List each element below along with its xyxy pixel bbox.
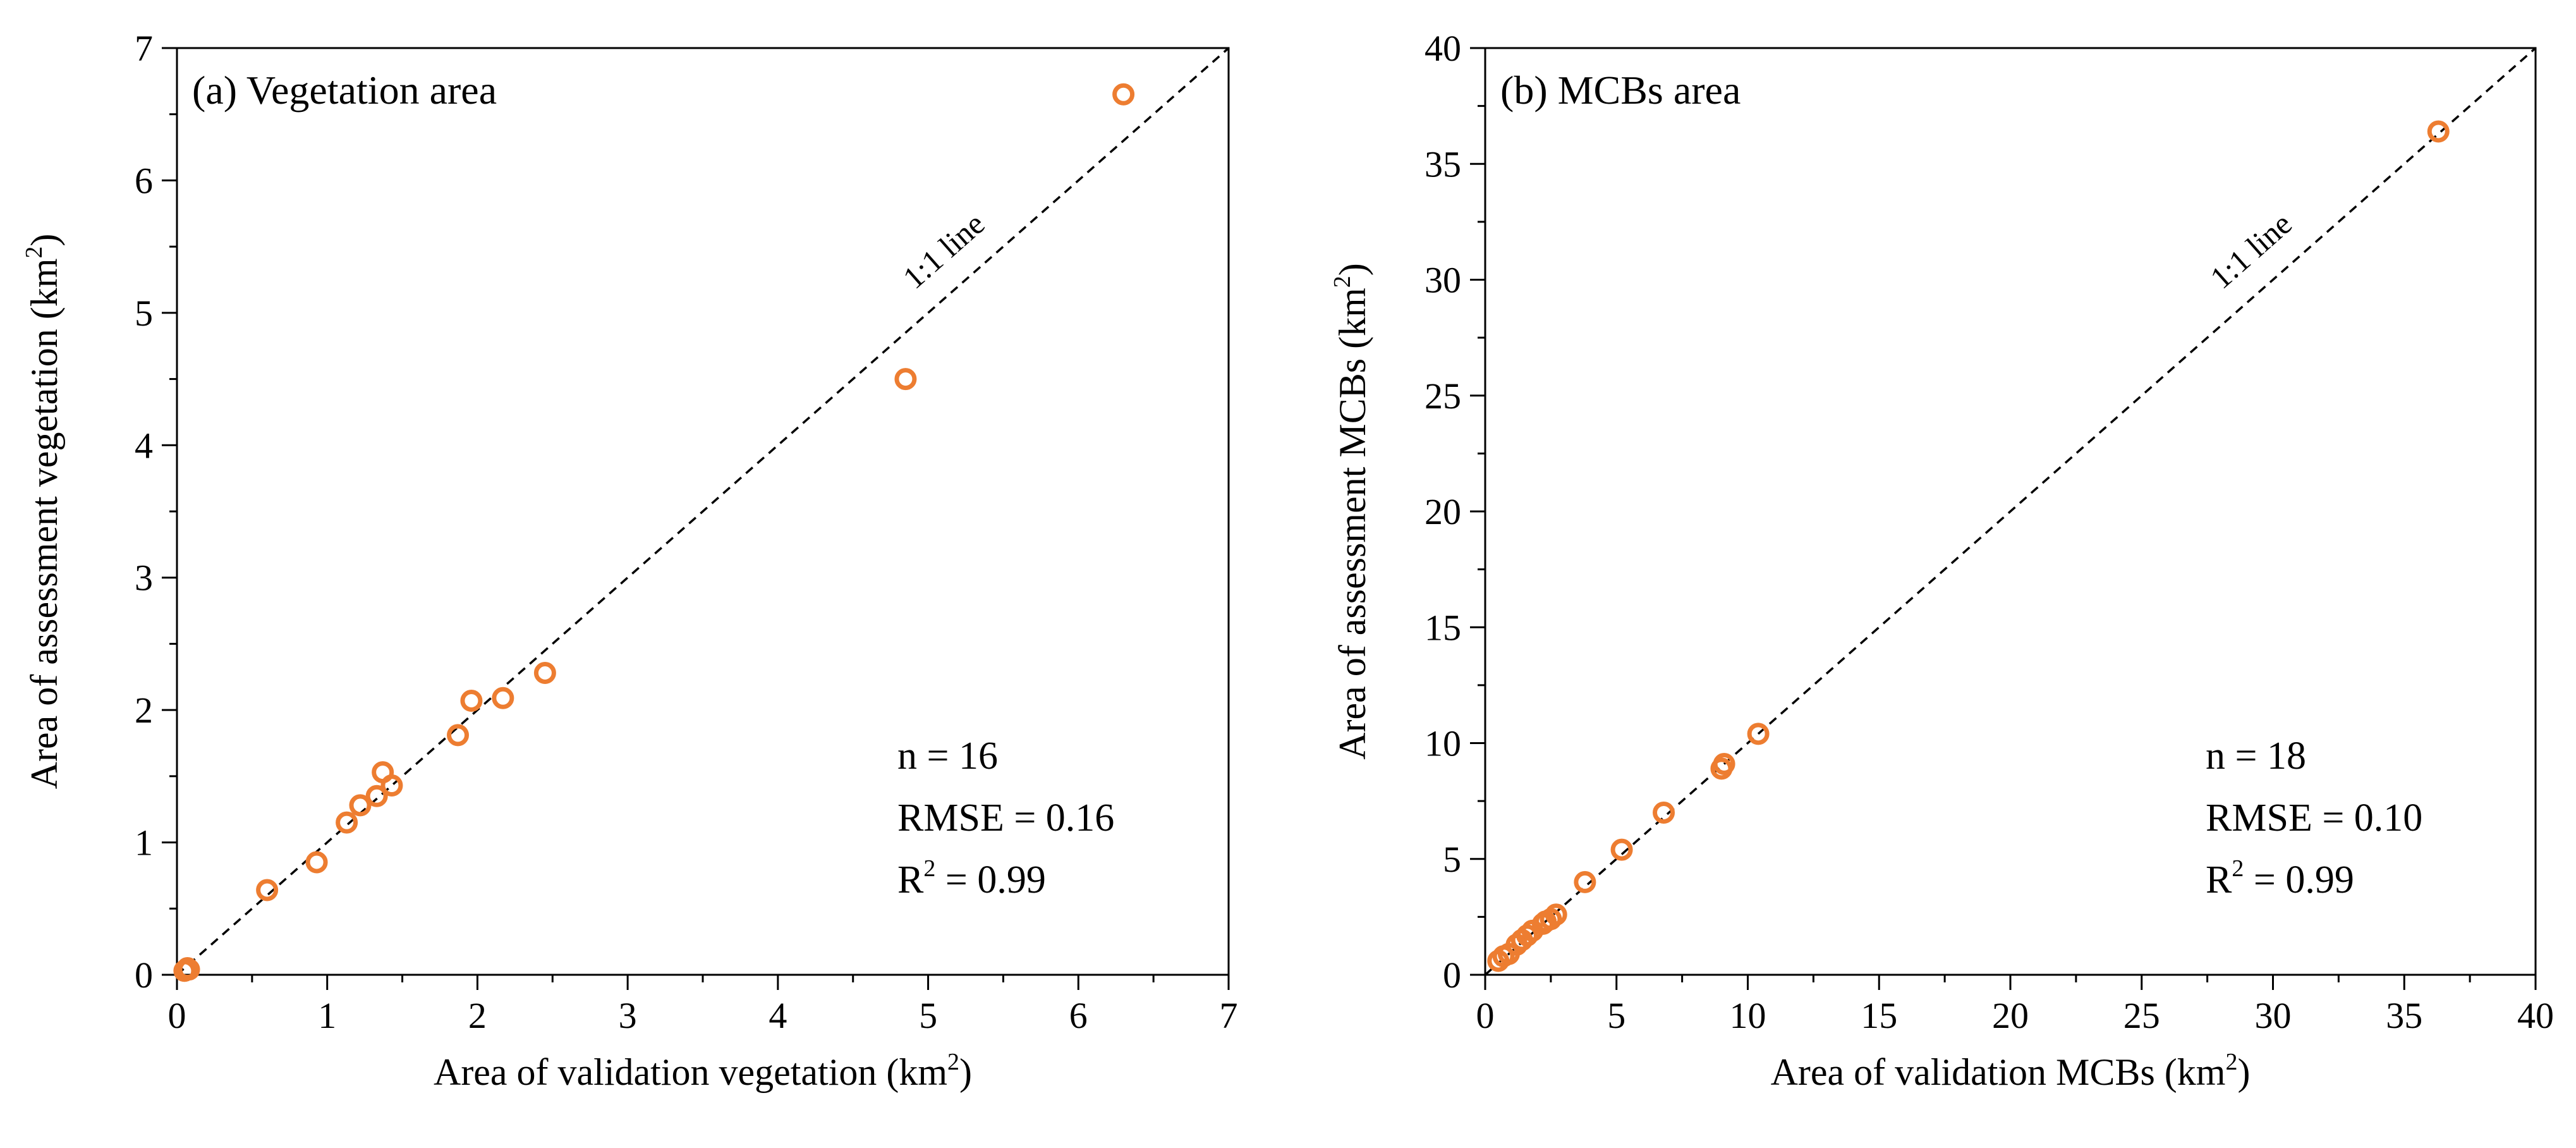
y-axis-label-text: Area of assessment vegetation (km [23, 259, 65, 790]
x-tick-label-a: 6 [1069, 995, 1088, 1036]
x-axis-label-b: Area of validation MCBs (km2) [1771, 1049, 2251, 1093]
y-tick-label-a: 6 [135, 160, 153, 201]
x-tick-label-a: 3 [619, 995, 637, 1036]
x-tick-label-b: 15 [1861, 995, 1897, 1036]
x-tick-label-a: 0 [168, 995, 186, 1036]
x-tick-label-b: 10 [1730, 995, 1766, 1036]
y-tick-label-b: 10 [1425, 723, 1461, 764]
one-to-one-label-b: 1:1 line [2203, 205, 2299, 295]
data-point-b [1540, 908, 1562, 931]
data-point-a [336, 811, 358, 834]
x-tick-label-b: 5 [1607, 995, 1625, 1036]
y-tick-label-a: 5 [135, 293, 153, 334]
y-tick-label-b: 0 [1443, 955, 1461, 996]
data-point-a [460, 689, 483, 712]
y-tick-label-a: 4 [135, 425, 153, 466]
y-axis-label-a: Area of assessment vegetation (km2) [21, 234, 65, 790]
y-tick-label-a: 0 [135, 955, 153, 996]
panel-a: 0 1 2 3 4 5 6 7 0 1 2 3 4 5 6 7 1:1 line (a) Vegetation a… [21, 28, 1238, 1093]
x-axis-label-exponent: 2 [947, 1049, 959, 1075]
x-axis-label-text: Area of validation vegetation (km [434, 1051, 947, 1093]
stat-r2-value: = 0.99 [935, 858, 1045, 901]
panel-b: 0 5 10 15 20 25 30 35 40 0 5 10 15 20 25 30 35 40 1:1 line… [1329, 28, 2554, 1093]
y-tick-label-b: 30 [1425, 260, 1461, 301]
y-tick-label-b: 5 [1443, 839, 1461, 880]
data-point-a [380, 774, 403, 797]
x-tick-label-b: 30 [2255, 995, 2292, 1036]
x-tick-label-b: 40 [2517, 995, 2554, 1036]
data-point-a [176, 957, 199, 980]
stat-n-a: n = 16 [897, 735, 998, 778]
y-tick-label-b: 15 [1425, 607, 1461, 648]
y-tick-label-a: 2 [135, 690, 153, 731]
data-point-a [1112, 83, 1135, 106]
x-axis-label-exponent: 2 [2225, 1049, 2237, 1075]
y-axis-label-text: Area of assessment MCBs (km [1332, 288, 1373, 760]
y-tick-label-a: 3 [135, 558, 153, 599]
data-point-b [1653, 801, 1675, 824]
stat-r2-exponent: 2 [2232, 855, 2244, 882]
data-point-b [1574, 870, 1596, 893]
stat-r2-a: R2 = 0.99 [897, 855, 1046, 901]
data-point-a [256, 879, 279, 901]
y-axis-label-b: Area of assessment MCBs (km2) [1329, 263, 1373, 760]
data-point-a [447, 724, 470, 747]
data-point-b [1610, 838, 1633, 861]
panel-title-b: (b) MCBs area [1500, 68, 1741, 113]
x-tick-label-b: 35 [2386, 995, 2422, 1036]
x-tick-label-a: 4 [769, 995, 787, 1036]
x-axis-label-a: Area of validation vegetation (km2) [434, 1049, 972, 1093]
y-axis-label-exponent: 2 [21, 247, 47, 259]
x-tick-label-a: 2 [468, 995, 487, 1036]
x-tick-label-a: 1 [318, 995, 336, 1036]
data-point-b [2427, 120, 2450, 143]
x-tick-label-a: 7 [1220, 995, 1238, 1036]
stat-r2-letter: R [897, 858, 924, 901]
y-tick-label-a: 1 [135, 822, 153, 864]
stat-r2-b: R2 = 0.99 [2206, 855, 2354, 901]
x-axis-label-text: Area of validation MCBs (km [1771, 1051, 2226, 1093]
one-to-one-line-a [176, 47, 1230, 976]
x-axis-label-close: ) [959, 1051, 972, 1093]
x-tick-label-a: 5 [919, 995, 937, 1036]
y-axis-label-close: ) [23, 234, 65, 247]
panel-title-a: (a) Vegetation area [192, 68, 497, 113]
data-point-b [1521, 919, 1544, 942]
stat-r2-letter: R [2206, 858, 2232, 901]
stat-rmse-b: RMSE = 0.10 [2206, 797, 2422, 840]
stat-n-b: n = 18 [2206, 735, 2306, 778]
y-axis-label-exponent: 2 [1329, 276, 1356, 288]
one-to-one-label-a: 1:1 line [896, 205, 992, 295]
data-point-b [1747, 723, 1770, 745]
x-axis-label-close: ) [2237, 1051, 2250, 1093]
data-point-a [305, 851, 328, 874]
y-axis-label-close: ) [1332, 263, 1373, 276]
x-tick-label-b: 20 [1992, 995, 2029, 1036]
y-tick-label-b: 20 [1425, 491, 1461, 532]
y-tick-label-a: 7 [135, 28, 153, 69]
x-tick-label-b: 0 [1476, 995, 1495, 1036]
data-point-b [1713, 752, 1735, 775]
y-tick-label-b: 35 [1425, 144, 1461, 185]
data-point-a [894, 368, 917, 391]
stat-r2-exponent: 2 [923, 855, 935, 882]
x-tick-label-b: 25 [2123, 995, 2160, 1036]
stat-rmse-a: RMSE = 0.16 [897, 797, 1114, 840]
stat-r2-value: = 0.99 [2244, 858, 2354, 901]
y-tick-label-b: 40 [1425, 28, 1461, 69]
data-point-a [492, 687, 514, 709]
y-tick-label-b: 25 [1425, 376, 1461, 417]
data-point-a [533, 662, 556, 685]
data-point-a [365, 785, 388, 807]
data-point-a [349, 794, 372, 817]
